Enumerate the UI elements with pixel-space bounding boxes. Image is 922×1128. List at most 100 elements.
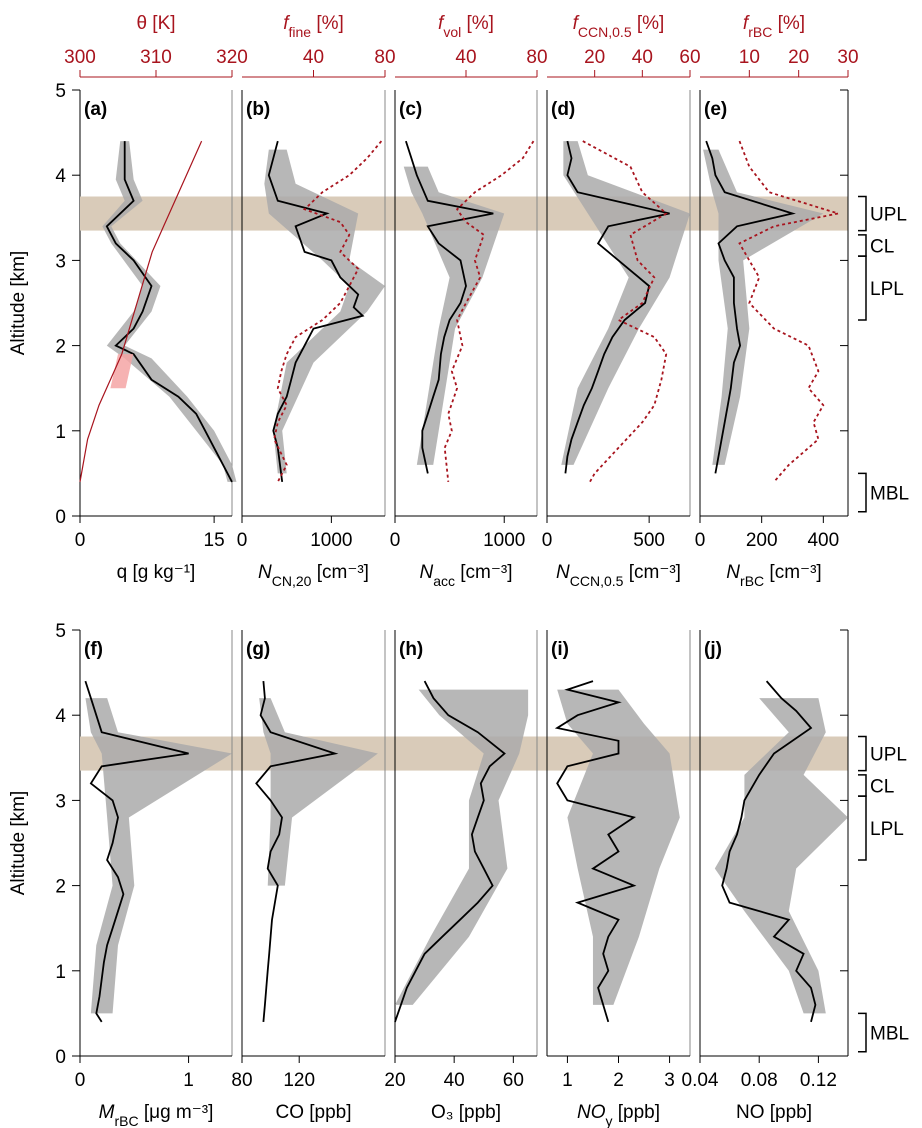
title-sub: CCN,0.5	[570, 573, 624, 589]
series-line-0	[705, 140, 796, 474]
x-tick-label: 80	[231, 1070, 252, 1091]
title-sub: rBC	[114, 1113, 138, 1128]
x-tick-label: 0.04	[682, 1070, 719, 1091]
panel-label: (j)	[704, 639, 722, 660]
title-sub: rBC	[740, 573, 764, 589]
title-unit: [cm⁻³]	[764, 562, 822, 583]
series-line-1	[443, 140, 535, 482]
y-tick-label: 4	[55, 166, 66, 187]
x-tick-label: 1000	[483, 530, 525, 551]
layer-bracket-cl: CL	[858, 234, 894, 257]
series-line-0	[554, 680, 637, 1023]
layer-label: MBL	[870, 1024, 909, 1045]
x-tick-label: 0.08	[741, 1070, 778, 1091]
series-line-1	[79, 140, 203, 483]
series-range-0	[403, 166, 505, 465]
panel-label: (f)	[84, 639, 103, 660]
row-1: 0 1 2 3 4 5 Altitude [km] UPL CL LPL MBL 0 15 q [g kg…	[8, 13, 909, 589]
x-tick-label: 0	[75, 530, 86, 551]
top-tick-label: 320	[216, 47, 248, 68]
layer-bracket-line	[858, 1012, 867, 1053]
y-tick-label: 0	[55, 1047, 66, 1068]
layer-label: MBL	[870, 484, 909, 505]
series-line-0	[255, 681, 339, 1022]
series-line-1	[273, 140, 383, 483]
layer-bracket-upl: UPL	[858, 195, 907, 232]
x-tick-label: 40	[444, 1070, 465, 1091]
top-tick-label: 80	[526, 47, 547, 68]
title-unit: [μg m⁻³]	[139, 1102, 214, 1123]
x-axis-title: CO [ppb]	[275, 1102, 351, 1123]
title-sub: fine	[288, 24, 311, 40]
panel-j: 0.04 0.08 0.12 NO [ppb] (j)	[682, 630, 848, 1123]
x-axis-title: NOy [ppb]	[577, 1102, 660, 1128]
y-tick-label: 1	[55, 422, 66, 443]
title-sub: acc	[433, 573, 455, 589]
top-tick-label: 80	[374, 47, 395, 68]
series-line-0	[84, 680, 189, 1023]
series-line-1	[738, 140, 839, 483]
x-axis-title: NrBC [cm⁻³]	[726, 562, 821, 589]
x-tick-label: 0	[237, 530, 248, 551]
layer-label: CL	[870, 236, 894, 257]
panel-label: (a)	[84, 99, 107, 120]
series-line-0	[105, 141, 233, 483]
y-tick-label: 5	[55, 621, 66, 642]
panel-f: 0 1 MrBC [μg m⁻³] (f)	[75, 630, 233, 1128]
panel-label: (b)	[246, 99, 270, 120]
title-var: f	[573, 13, 580, 34]
title-sub: rBC	[748, 24, 772, 40]
series-range-0	[102, 141, 237, 482]
series-range-1	[110, 354, 134, 389]
x-tick-label: 20	[384, 1070, 405, 1091]
series-range-0	[85, 698, 232, 1014]
series-line-0	[405, 140, 494, 474]
top-tick-label: 40	[632, 47, 653, 68]
x-tick-label: 0.12	[800, 1070, 837, 1091]
top-tick-label: 20	[584, 47, 605, 68]
x-axis-title: MrBC [μg m⁻³]	[99, 1102, 214, 1128]
layer-label: LPL	[870, 819, 904, 840]
layer-bracket-upl: UPL	[858, 735, 907, 772]
x-tick-label: 200	[746, 530, 778, 551]
panel-g: 80 120 CO [ppb] (g)	[231, 630, 386, 1123]
x-tick-label: 120	[283, 1070, 315, 1091]
top-tick-label: 60	[679, 47, 700, 68]
panel-label: (d)	[551, 99, 575, 120]
y-axis-title: Altitude [km]	[8, 791, 29, 896]
x-tick-label: 1	[562, 1070, 573, 1091]
title-var: N	[726, 562, 740, 583]
layer-label: LPL	[870, 279, 904, 300]
x-tick-label: 0	[75, 1070, 86, 1091]
layer-label: UPL	[870, 745, 907, 766]
y-tick-label: 3	[55, 251, 66, 272]
series-line-0	[564, 140, 670, 474]
x-tick-label: 0	[390, 530, 401, 551]
series-range-0	[557, 689, 680, 1005]
title-sub: CN,20	[272, 573, 312, 589]
series-range-0	[264, 149, 385, 474]
title-unit: [%]	[632, 13, 665, 34]
title-var: f	[438, 13, 445, 34]
top-tick-label: 40	[455, 47, 476, 68]
row-2: 0 1 2 3 4 5 Altitude [km] UPL CL LPL MBL 0 1 MrBC [μg…	[8, 621, 909, 1128]
top-tick-label: 10	[739, 47, 760, 68]
layer-bracket-mbl: MBL	[858, 1012, 909, 1053]
top-axis-title: frBC [%]	[743, 13, 805, 40]
title-unit: [%]	[461, 13, 494, 34]
panel-label: (e)	[704, 99, 727, 120]
top-axis-title: fCCN,0.5 [%]	[573, 13, 665, 40]
x-axis-title: NCN,20 [cm⁻³]	[258, 562, 369, 589]
y-tick-label: 3	[55, 791, 66, 812]
title-var: f	[283, 13, 290, 34]
series-line-1	[582, 140, 668, 483]
title-unit: [ppb]	[612, 1102, 660, 1123]
layer-bracket-line	[858, 472, 867, 513]
x-axis-title: q [g kg⁻¹]	[117, 562, 196, 583]
top-tick-label: 40	[303, 47, 324, 68]
x-tick-label: 2	[613, 1070, 624, 1091]
